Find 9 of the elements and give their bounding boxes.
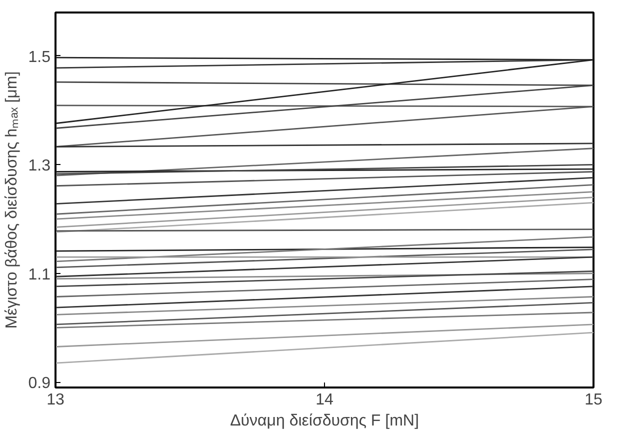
x-tick-label: 14 — [316, 392, 334, 408]
y-axis-title: Μέγιστο βάθος διείσδυσης hₘₐₓ [μm] — [3, 71, 20, 329]
y-tick-label: 1.5 — [28, 48, 51, 66]
x-tick-label: 13 — [46, 392, 64, 408]
x-tick-label: 15 — [584, 392, 602, 408]
y-tick-label: 1.1 — [28, 266, 51, 284]
y-tick-label: 0.9 — [28, 375, 51, 392]
y-tick-label: 1.3 — [28, 158, 51, 175]
x-axis-title: Δύναμη διείσδυσης F [mN] — [230, 412, 419, 430]
